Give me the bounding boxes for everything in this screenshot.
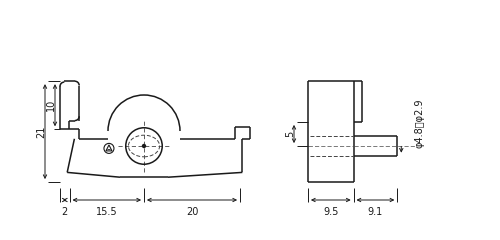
Text: 10: 10 <box>46 99 56 111</box>
Text: 5: 5 <box>285 131 295 137</box>
Text: 9.1: 9.1 <box>368 207 383 217</box>
Text: 20: 20 <box>186 207 198 217</box>
Text: 9.5: 9.5 <box>323 207 338 217</box>
Text: 2: 2 <box>62 207 68 217</box>
Circle shape <box>142 144 146 148</box>
Text: 15.5: 15.5 <box>96 207 118 217</box>
Text: 21: 21 <box>36 126 46 138</box>
Text: φ4.8・φ2.9: φ4.8・φ2.9 <box>414 99 424 148</box>
